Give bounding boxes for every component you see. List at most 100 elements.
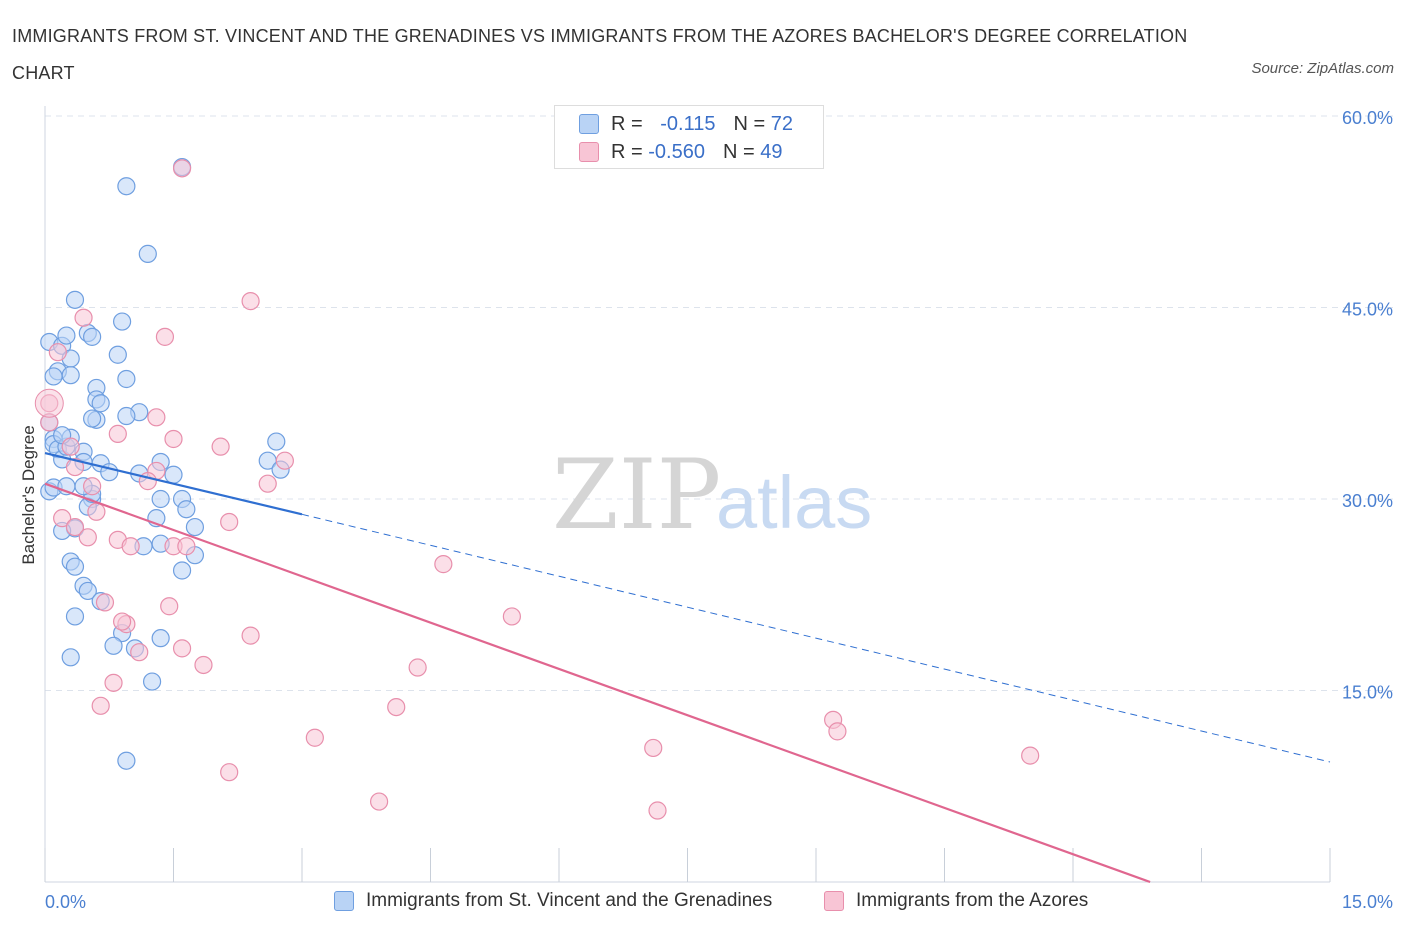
- legend-r-label: R =: [611, 112, 649, 135]
- scatter-point-pink: [78, 528, 97, 547]
- chart-title: IMMIGRANTS FROM ST. VINCENT AND THE GREN…: [12, 26, 1188, 83]
- legend-swatch-pink: [579, 142, 599, 162]
- scatter-point-pink: [241, 626, 260, 645]
- watermark-atlas: atlas: [716, 461, 872, 544]
- trend-line-blue: [44, 451, 303, 516]
- scatter-point-pink: [155, 327, 175, 346]
- source-label: Source: ZipAtlas.com: [1251, 60, 1394, 77]
- scatter-point-pink: [370, 792, 389, 811]
- scatter-point-blue: [138, 244, 157, 263]
- scatter-point-pink: [305, 728, 324, 747]
- scatter-point-pink: [65, 457, 85, 477]
- scatter-point-blue: [83, 327, 102, 346]
- scatter-point-pink: [220, 512, 239, 532]
- scatter-point-pink: [172, 159, 192, 178]
- scatter-point-blue: [117, 406, 136, 426]
- scatter-point-blue: [142, 672, 162, 691]
- scatter-point-blue: [151, 629, 170, 648]
- scatter-point-blue: [65, 290, 85, 309]
- watermark-zip: ZIP: [552, 439, 721, 551]
- scatter-point-pink: [408, 658, 427, 677]
- scatter-point-blue: [61, 648, 80, 667]
- scatter-point-pink: [104, 673, 123, 692]
- bottom-legend-swatch-pink: [824, 891, 844, 911]
- scatter-point-blue: [117, 751, 136, 770]
- x-tick-label: 15.0%: [1342, 892, 1393, 912]
- scatter-point-pink: [130, 643, 149, 662]
- scatter-point-blue: [151, 489, 170, 509]
- grid-lines: [45, 115, 1395, 691]
- bottom-legend-item-pink: Immigrants from the Azores: [824, 890, 1088, 912]
- scatter-point-pink: [108, 424, 127, 443]
- scatter-point-pink: [828, 722, 847, 741]
- legend-r-label: R =: [611, 140, 649, 163]
- scatter-point-blue: [185, 517, 205, 537]
- scatter-points: [34, 157, 1040, 820]
- scatter-point-blue: [117, 369, 136, 389]
- legend-n-label: N =: [733, 112, 771, 135]
- scatter-point-pink: [220, 763, 239, 782]
- scatter-point-pink: [644, 738, 663, 758]
- scatter-point-pink: [502, 607, 521, 626]
- legend: R = -0.115 N = 72 R = -0.560 N = 49: [554, 105, 824, 169]
- scatter-point-pink: [48, 343, 67, 362]
- scatter-point-pink: [112, 612, 132, 631]
- scatter-point-blue: [44, 367, 63, 386]
- scatter-point-blue: [83, 409, 102, 428]
- scatter-point-pink: [258, 474, 277, 493]
- trend-line-pink: [44, 482, 1151, 884]
- scatter-point-blue: [65, 607, 85, 626]
- scatter-point-blue: [61, 366, 80, 385]
- scatter-point-pink: [164, 429, 183, 449]
- y-tick-label: 15.0%: [1342, 683, 1393, 703]
- scatter-point-pink: [61, 437, 80, 456]
- bottom-legend-label-blue: Immigrants from St. Vincent and the Gren…: [366, 890, 773, 911]
- legend-swatch-blue: [579, 114, 599, 134]
- scatter-point-pink: [83, 477, 102, 496]
- scatter-point-blue: [267, 432, 286, 451]
- legend-n-label: N =: [722, 140, 761, 163]
- scatter-point-blue: [112, 312, 132, 331]
- scatter-point-blue: [164, 465, 183, 484]
- scatter-point-pink-large: [34, 388, 64, 418]
- scatter-point-blue: [57, 326, 76, 345]
- y-tick-label: 60.0%: [1342, 108, 1393, 128]
- scatter-point-pink: [74, 308, 93, 327]
- scatter-point-pink: [177, 537, 196, 556]
- scatter-point-pink: [211, 437, 230, 456]
- y-tick-label: 45.0%: [1342, 300, 1393, 320]
- legend-n-value: 72: [770, 112, 793, 135]
- x-tick-label: 0.0%: [45, 892, 86, 912]
- y-tick-label: 30.0%: [1342, 491, 1393, 511]
- legend-n-value: 49: [760, 140, 783, 163]
- scatter-point-blue: [117, 177, 136, 196]
- scatter-point-pink: [194, 655, 213, 675]
- watermark: ZIP atlas: [552, 439, 872, 551]
- scatter-point-pink: [121, 537, 140, 556]
- scatter-point-pink: [87, 502, 106, 521]
- scatter-point-pink: [172, 639, 192, 658]
- scatter-point-pink: [275, 451, 294, 470]
- y-axis-label: Bachelor's Degree: [19, 425, 38, 564]
- trend-lines: [44, 451, 1331, 884]
- bottom-legend-label-pink: Immigrants from the Azores: [856, 890, 1089, 911]
- scatter-point-blue: [108, 345, 127, 364]
- scatter-point-blue: [78, 581, 97, 601]
- scatter-point-pink: [434, 555, 453, 574]
- scatter-point-pink: [147, 408, 166, 427]
- scatter-point-blue: [65, 557, 85, 576]
- bottom-legend-swatch-blue: [334, 891, 354, 911]
- scatter-point-blue: [91, 394, 110, 413]
- legend-row-series1: R = -0.115 N = 72: [579, 112, 793, 136]
- scatter-point-blue: [177, 500, 196, 519]
- scatter-point-pink: [91, 696, 110, 715]
- tick-labels: 15.0% 30.0% 45.0% 60.0% 0.0% 15.0%: [45, 108, 1393, 912]
- legend-r-value: -0.560: [648, 140, 705, 163]
- legend-r-value: -0.115: [660, 112, 716, 135]
- bottom-legend-item-blue: Immigrants from St. Vincent and the Gren…: [334, 890, 772, 912]
- bottom-legend: Immigrants from St. Vincent and the Gren…: [0, 890, 1406, 914]
- legend-row-series2: R = -0.560 N = 49: [579, 140, 782, 164]
- scatter-point-pink: [241, 292, 260, 311]
- scatter-point-pink: [1021, 746, 1040, 765]
